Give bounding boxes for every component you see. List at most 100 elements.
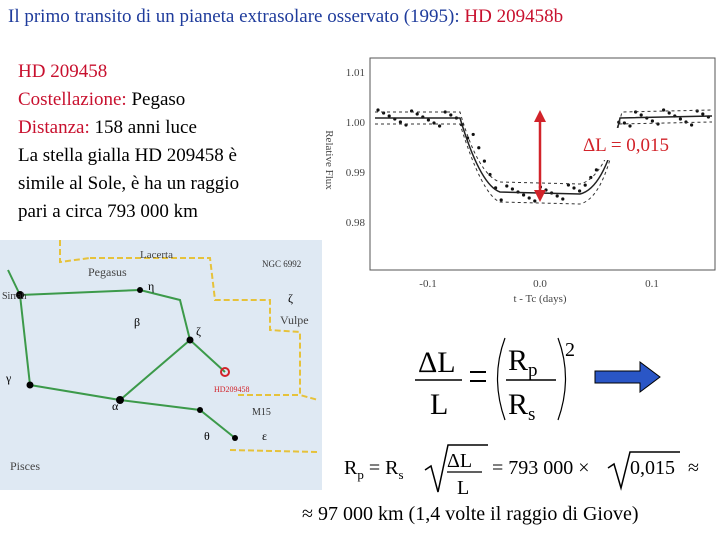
x-tick-label: 0.1 xyxy=(645,278,659,290)
exponent: 2 xyxy=(565,339,575,361)
observation-dot xyxy=(510,187,514,191)
observation-dot xyxy=(690,123,694,127)
denominator: L xyxy=(457,477,469,499)
observation-dot xyxy=(376,108,380,112)
text: Rp = Rs xyxy=(344,457,404,482)
observation-dot xyxy=(555,194,559,198)
observation-dot xyxy=(662,108,666,112)
formula-line-2: Rp = Rs ΔL L = 793 000 × 0,015 ≈ ≈ 97 00… xyxy=(302,444,699,525)
star xyxy=(26,381,34,389)
arrow xyxy=(594,361,661,393)
star xyxy=(116,396,124,404)
label: Distanza: xyxy=(18,117,90,138)
observation-dot xyxy=(578,189,582,193)
arrow-head xyxy=(534,110,546,122)
annotation: ΔL = 0,015 xyxy=(583,135,669,156)
light-curve: ΔL = 0,015 1.01 1.00 0.99 0.98 -0.1 0.0 … xyxy=(323,57,716,305)
greek-label: θ xyxy=(204,429,210,443)
slide-title: Il primo transito di un pianeta extrasol… xyxy=(8,6,563,28)
plot-frame xyxy=(369,57,716,271)
observation-dot xyxy=(594,168,599,172)
target-star xyxy=(220,367,230,377)
numerator: ΔL xyxy=(418,346,456,379)
greek-label: γ xyxy=(5,371,12,385)
value: Pegaso xyxy=(126,89,186,110)
sqrt xyxy=(607,451,680,491)
y-tick-label: 1.00 xyxy=(346,117,366,129)
constellation-border xyxy=(59,240,319,453)
subscript: s xyxy=(528,404,535,425)
value: 0,015 xyxy=(630,457,675,479)
observation-dot xyxy=(449,113,453,117)
star-name: HD 209458 xyxy=(18,61,108,82)
observation-dot xyxy=(387,114,391,118)
observation-dot xyxy=(488,172,492,177)
greek-label: ε xyxy=(262,429,267,443)
greek-label: ζ xyxy=(288,291,293,305)
map-label: Pisces xyxy=(10,459,40,473)
y-tick-label: 0.99 xyxy=(346,167,366,179)
observation-dot xyxy=(426,118,430,122)
star-map: Lacerta Pegasus NGC 6992 Sirrah Vulpe HD… xyxy=(0,240,322,490)
subscript: p xyxy=(357,467,364,482)
r: R xyxy=(508,344,528,377)
map-label: M15 xyxy=(252,407,271,418)
title-text: Il primo transito di un pianeta extrasol… xyxy=(8,6,465,27)
map-label: NGC 6992 xyxy=(262,259,301,269)
observation-dot xyxy=(415,112,419,116)
observation-dot xyxy=(471,132,475,137)
description-line: simile al Sole, è ha un raggio xyxy=(18,173,240,194)
observation-dot xyxy=(522,193,526,197)
x-tick-label: 0.0 xyxy=(533,278,547,290)
star xyxy=(197,407,203,413)
observation-dot xyxy=(684,120,688,124)
map-label: Lacerta xyxy=(140,249,173,261)
description-line: pari a circa 793 000 km xyxy=(18,201,198,222)
x-tick-label: -0.1 xyxy=(419,278,436,290)
text: = R xyxy=(364,457,399,479)
map-label: Sirrah xyxy=(2,291,26,302)
observation-dot xyxy=(443,110,447,114)
observation-dot xyxy=(398,120,402,124)
x-axis-label: t - Tc (days) xyxy=(513,293,566,305)
subscript: s xyxy=(398,467,403,482)
greek-label: η xyxy=(148,279,154,293)
observation-dot xyxy=(505,184,509,188)
observation-dot xyxy=(527,196,531,200)
map-label: Vulpe xyxy=(280,313,309,327)
value: 158 anni luce xyxy=(89,117,197,138)
greek-label: α xyxy=(112,399,119,413)
numerator: Rp xyxy=(508,344,538,381)
observation-dot xyxy=(561,197,565,201)
observation-dot xyxy=(438,124,442,128)
label: Costellazione: xyxy=(18,89,127,110)
result: ≈ 97 000 km (1,4 volte il raggio di Giov… xyxy=(302,503,638,525)
observation-dot xyxy=(701,112,705,116)
observation-dot xyxy=(639,113,643,117)
title-highlight: HD 209458b xyxy=(464,6,564,27)
star xyxy=(137,287,143,293)
greek-label: ζ xyxy=(196,324,201,338)
subscript: p xyxy=(528,360,538,381)
observation-dot xyxy=(499,198,503,202)
r: R xyxy=(508,388,528,421)
star xyxy=(232,435,238,441)
annotation-box xyxy=(562,128,690,160)
y-tick-label: 0.98 xyxy=(346,217,366,229)
info-block: HD 209458 Costellazione: Pegaso Distanza… xyxy=(18,58,239,226)
map-label: Pegasus xyxy=(88,265,127,279)
greek-label: β xyxy=(134,315,140,329)
observation-dot xyxy=(650,119,655,123)
observation-dot xyxy=(432,121,436,125)
envelope xyxy=(375,109,713,185)
observation-dot xyxy=(678,117,683,121)
observation-dot xyxy=(572,186,576,190)
observation-dot xyxy=(667,111,671,115)
denominator: L xyxy=(430,388,448,421)
arrow-head xyxy=(534,190,546,202)
map-label: HD209458 xyxy=(214,385,250,394)
observation-dot xyxy=(628,124,632,128)
constellation: Costellazione: Pegaso xyxy=(18,86,239,114)
